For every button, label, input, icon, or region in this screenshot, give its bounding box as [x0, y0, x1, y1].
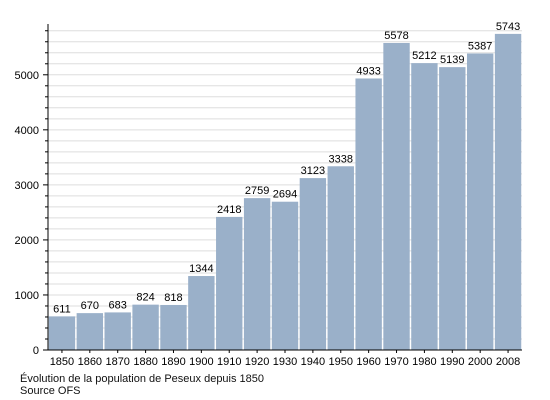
x-tick-label-1970: 1970	[384, 356, 408, 368]
data-label-2000: 5387	[468, 40, 492, 52]
axes	[43, 24, 522, 353]
bar-1990	[439, 67, 466, 351]
bar-1860	[76, 313, 104, 350]
y-tick-label: 1000	[15, 290, 39, 302]
x-tick-label-1880: 1880	[133, 356, 157, 368]
labels: 0 1000 2000 3000 4000 5000 1850 1860 1870 1880 189…	[15, 21, 521, 368]
data-label-1860: 670	[81, 300, 99, 312]
data-label-1960: 4933	[356, 65, 380, 77]
x-tick-label-1900: 1900	[189, 356, 213, 368]
bars	[48, 33, 522, 351]
y-tick-label: 0	[33, 345, 39, 357]
bar-1930	[271, 201, 299, 350]
bar-1880	[132, 304, 159, 350]
x-tick-label-1940: 1940	[301, 356, 325, 368]
data-label-2008: 5743	[496, 21, 520, 33]
x-tick-label-2008: 2008	[496, 356, 520, 368]
bar-1950	[327, 166, 354, 350]
data-label-1990: 5139	[440, 54, 464, 66]
data-label-1910: 2418	[217, 204, 241, 216]
data-label-1930: 2694	[273, 189, 297, 201]
bar-1960	[355, 78, 382, 351]
chart-caption: Évolution de la population de Peseux dep…	[20, 373, 265, 385]
x-tick-label-1930: 1930	[273, 356, 297, 368]
bar-1890	[160, 304, 187, 350]
data-label-1950: 3338	[329, 153, 353, 165]
y-tick-label: 3000	[15, 180, 39, 192]
data-label-1980: 5212	[412, 50, 436, 62]
data-label-1890: 818	[164, 292, 182, 304]
bar-2008	[494, 33, 522, 350]
bar-1980	[411, 63, 438, 351]
bar-1940	[299, 178, 327, 350]
data-label-1870: 683	[109, 299, 127, 311]
x-tick-label-1910: 1910	[217, 356, 241, 368]
x-tick-label-1960: 1960	[356, 356, 380, 368]
bar-1850	[48, 316, 76, 350]
bar-1970	[383, 42, 410, 351]
data-label-1850: 611	[53, 303, 71, 315]
x-tick-label-1870: 1870	[105, 356, 129, 368]
x-tick-label-1980: 1980	[412, 356, 436, 368]
data-label-1970: 5578	[384, 30, 408, 42]
bar-1870	[104, 312, 131, 350]
bar-1910	[216, 216, 243, 350]
x-tick-label-2000: 2000	[468, 356, 492, 368]
y-tick-label: 2000	[15, 235, 39, 247]
x-tick-label-1920: 1920	[245, 356, 269, 368]
bar-2000	[466, 53, 494, 350]
x-tick-label-1860: 1860	[78, 356, 102, 368]
bar-1900	[188, 276, 215, 350]
data-label-1900: 1344	[189, 263, 213, 275]
bar-1920	[243, 198, 271, 350]
y-tick-label: 4000	[15, 125, 39, 137]
chart-source: Source OFS	[20, 385, 81, 397]
x-tick-label-1990: 1990	[440, 356, 464, 368]
data-label-1920: 2759	[245, 185, 269, 197]
x-tick-label-1890: 1890	[161, 356, 185, 368]
x-tick-label-1850: 1850	[50, 356, 74, 368]
x-tick-label-1950: 1950	[329, 356, 353, 368]
data-label-1940: 3123	[301, 165, 325, 177]
y-tick-label: 5000	[15, 70, 39, 82]
data-label-1880: 824	[136, 292, 154, 304]
